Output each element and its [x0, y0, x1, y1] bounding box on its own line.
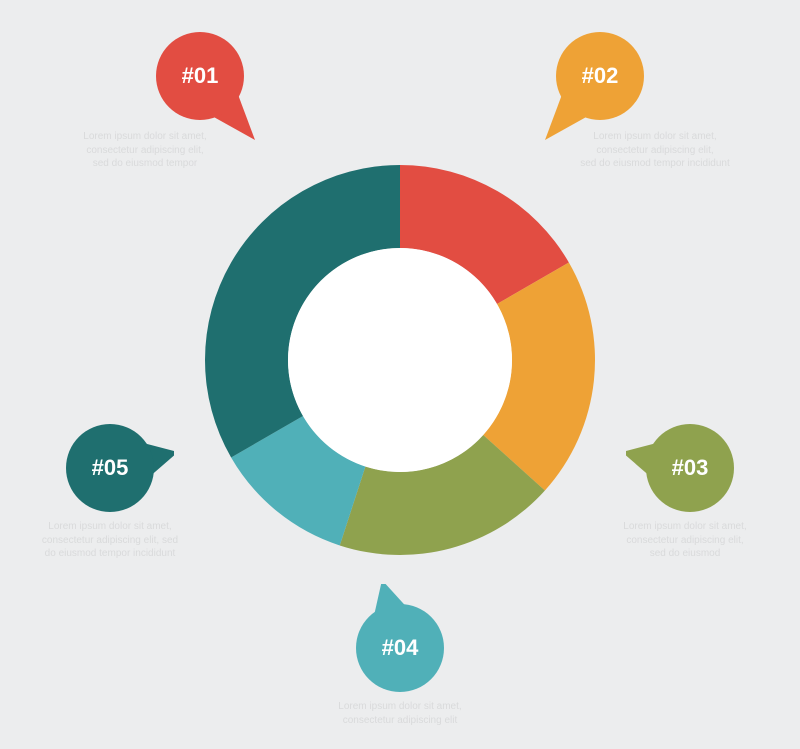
bubble-label: #02	[582, 63, 619, 89]
bubble-label: #05	[92, 455, 129, 481]
callout-bubble-1: #01	[136, 12, 264, 140]
caption-text-2: Lorem ipsum dolor sit amet,consectetur a…	[570, 130, 740, 171]
caption-text-5: Lorem ipsum dolor sit amet,consectetur a…	[25, 520, 195, 561]
caption-text-3: Lorem ipsum dolor sit amet,consectetur a…	[600, 520, 770, 561]
bubble-label: #01	[182, 63, 219, 89]
callout-bubble-5: #05	[46, 404, 174, 532]
caption-text-4: Lorem ipsum dolor sit amet,consectetur a…	[315, 700, 485, 727]
bubble-label: #04	[382, 635, 419, 661]
callout-bubble-4: #04	[336, 584, 464, 712]
callout-bubble-2: #02	[536, 12, 664, 140]
caption-text-1: Lorem ipsum dolor sit amet,consectetur a…	[60, 130, 230, 171]
infographic-stage: { "canvas": { "width": 800, "height": 74…	[0, 0, 800, 749]
donut-hole	[288, 248, 512, 472]
callout-bubble-3: #03	[626, 404, 754, 532]
bubble-label: #03	[672, 455, 709, 481]
